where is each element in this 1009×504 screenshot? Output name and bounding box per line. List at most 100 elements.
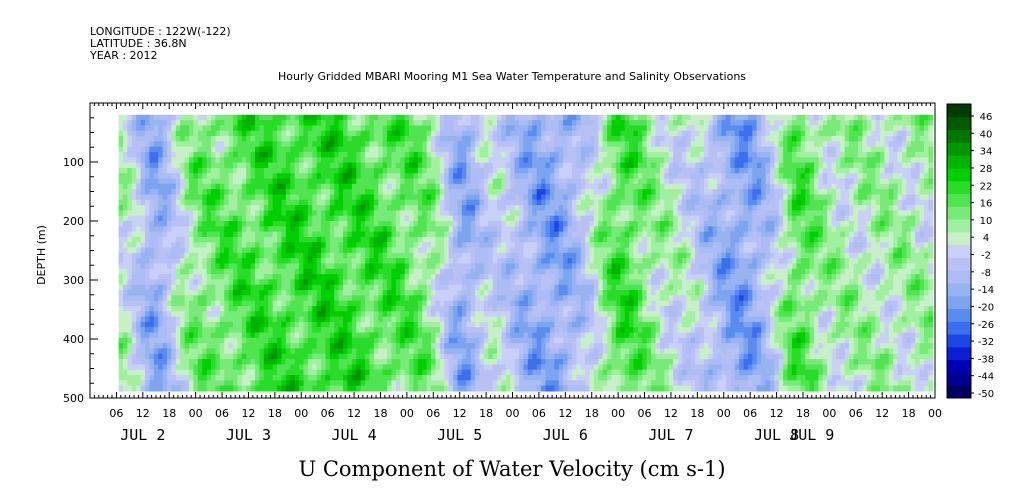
heatmap-cell [413, 268, 419, 275]
heatmap-cell [175, 205, 181, 211]
heatmap-cell [488, 189, 494, 196]
heatmap-cell [224, 332, 230, 339]
heatmap-cell [395, 274, 401, 281]
heatmap-cell [149, 226, 155, 233]
heatmap-cell [250, 268, 256, 275]
heatmap-cell [400, 157, 406, 164]
heatmap-cell [272, 215, 278, 222]
heatmap-cell [514, 189, 520, 196]
heatmap-cell [131, 380, 137, 387]
heatmap-cell [272, 210, 278, 217]
heatmap-cell [343, 199, 349, 206]
heatmap-cell [523, 274, 529, 281]
heatmap-cell [175, 146, 181, 153]
heatmap-cell [373, 205, 379, 211]
heatmap-cell [123, 295, 129, 302]
heatmap-cell [435, 247, 441, 254]
heatmap-cell [360, 178, 366, 185]
heatmap-cell [351, 364, 357, 371]
heatmap-cell [153, 231, 159, 238]
heatmap-cell [356, 146, 362, 153]
heatmap-cell [272, 130, 278, 137]
heatmap-cell [233, 130, 239, 137]
heatmap-cell [294, 263, 300, 270]
heatmap-cell [215, 364, 221, 371]
heatmap-cell [123, 114, 129, 121]
heatmap-cell [334, 279, 340, 286]
heatmap-cell [118, 284, 124, 291]
heatmap-cell [285, 194, 291, 201]
heatmap-cell [118, 178, 124, 185]
heatmap-cell [387, 167, 393, 174]
heatmap-cell [325, 221, 331, 227]
heatmap-cell [343, 385, 349, 392]
heatmap-cell [145, 236, 151, 243]
heatmap-cell [329, 268, 335, 275]
heatmap-cell [514, 327, 520, 334]
heatmap-cell [351, 316, 357, 323]
heatmap-cell [505, 305, 511, 312]
heatmap-cell [382, 374, 388, 381]
heatmap-cell [272, 136, 278, 142]
heatmap-cell [488, 157, 494, 164]
heatmap-cell [206, 162, 212, 169]
heatmap-cell [123, 236, 129, 243]
heatmap-cell [378, 295, 384, 302]
heatmap-cell [536, 183, 542, 190]
heatmap-cell [532, 162, 538, 169]
heatmap-cell [312, 236, 318, 243]
heatmap-cell [158, 199, 164, 206]
heatmap-cell [387, 173, 393, 180]
heatmap-cell [237, 295, 243, 302]
heatmap-cell [193, 247, 199, 254]
heatmap-cell [439, 157, 445, 164]
heatmap-cell [334, 226, 340, 233]
heatmap-cell [219, 210, 225, 217]
heatmap-cell [206, 385, 212, 392]
heatmap-cell [488, 295, 494, 302]
heatmap-cell [510, 332, 516, 339]
heatmap-cell [153, 327, 159, 334]
heatmap-cell [395, 353, 401, 360]
heatmap-cell [497, 120, 503, 127]
heatmap-cell [404, 337, 410, 344]
heatmap-cell [439, 311, 445, 318]
heatmap-cell [334, 274, 340, 281]
heatmap-cell [519, 194, 525, 201]
heatmap-cell [382, 359, 388, 365]
heatmap-cell [281, 300, 287, 307]
heatmap-cell [197, 374, 203, 381]
heatmap-cell [259, 300, 265, 307]
heatmap-cell [343, 369, 349, 376]
heatmap-cell [431, 194, 437, 201]
heatmap-cell [519, 151, 525, 158]
heatmap-cell [382, 295, 388, 302]
heatmap-cell [224, 114, 230, 121]
heatmap-cell [294, 167, 300, 174]
heatmap-cell [470, 332, 476, 339]
heatmap-cell [246, 374, 252, 381]
heatmap-cell [294, 236, 300, 243]
heatmap-cell [131, 151, 137, 158]
heatmap-cell [431, 380, 437, 387]
heatmap-cell [189, 130, 195, 137]
heatmap-cell [395, 236, 401, 243]
heatmap-cell [360, 359, 366, 365]
heatmap-cell [312, 194, 318, 201]
heatmap-cell [131, 221, 137, 227]
heatmap-cell [290, 252, 296, 259]
heatmap-cell [439, 114, 445, 121]
heatmap-cell [483, 263, 489, 270]
heatmap-cell [338, 252, 344, 259]
heatmap-cell [202, 284, 208, 291]
heatmap-cell [444, 136, 450, 142]
heatmap-cell [387, 141, 393, 148]
heatmap-cell [263, 316, 269, 323]
heatmap-cell [224, 295, 230, 302]
heatmap-cell [263, 183, 269, 190]
heatmap-cell [431, 205, 437, 211]
heatmap-cell [369, 215, 375, 222]
heatmap-cell [162, 327, 168, 334]
heatmap-cell [215, 120, 221, 127]
heatmap-cell [189, 369, 195, 376]
